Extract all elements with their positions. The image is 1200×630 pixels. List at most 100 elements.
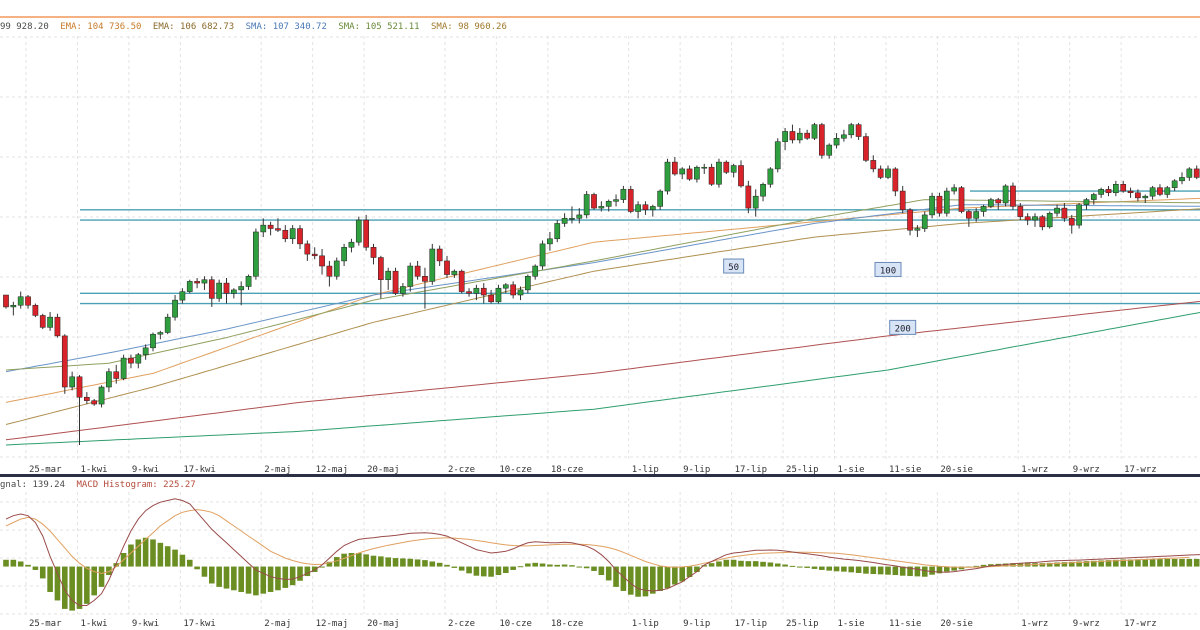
- histogram-bar: [480, 566, 487, 577]
- candle-body: [591, 194, 597, 209]
- candle-body: [716, 161, 722, 185]
- price-pane[interactable]: 25-mar 1-kwi 9-kwi 17-kwi 2-maj 12-maj 20-maj 2…: [0, 36, 1200, 474]
- x-tick-label: 1-sie: [838, 619, 865, 629]
- histogram-bar: [142, 537, 149, 567]
- candle-body: [304, 243, 311, 255]
- histogram-bar: [503, 566, 509, 573]
- x-tick-label: 25-lip: [786, 465, 819, 474]
- candle-body: [686, 168, 693, 180]
- histogram-bar: [76, 566, 83, 609]
- candle-body: [157, 332, 164, 335]
- histogram-bar: [400, 558, 406, 567]
- price-legend: 99 928.20 EMA: 104 736.50 EMA: 106 682.7…: [0, 22, 513, 36]
- candle-body: [267, 224, 274, 229]
- moving-average-line: [5, 208, 1200, 425]
- histogram-bar: [341, 553, 347, 567]
- candle-body: [708, 166, 715, 185]
- histogram-bar: [253, 566, 259, 596]
- macd-legend: gnal: 139.24 MACD Histogram: 225.27: [0, 480, 202, 494]
- x-tick-label: 1-kwi: [80, 619, 107, 629]
- candle-body: [194, 281, 200, 284]
- histogram-bar: [245, 566, 252, 594]
- histogram-bar: [944, 566, 950, 572]
- x-tick-label: 18-cze: [551, 465, 584, 474]
- pane-divider[interactable]: [0, 474, 1200, 477]
- candle-body: [186, 281, 193, 292]
- x-tick-label: 25-mar: [29, 619, 62, 629]
- histogram-bar: [1091, 560, 1097, 567]
- histogram-bar: [164, 546, 171, 567]
- candle-body: [150, 333, 156, 349]
- moving-average-line: [5, 300, 1200, 441]
- candle-body: [789, 131, 796, 141]
- candle-body: [598, 206, 605, 209]
- candle-body: [863, 136, 869, 161]
- candle-body: [1061, 207, 1068, 219]
- candle-body: [32, 304, 39, 316]
- ma-tag-label: 200: [895, 324, 911, 334]
- candle-body: [319, 255, 325, 267]
- x-tick-label: 20-maj: [367, 465, 400, 474]
- histogram-bar: [899, 566, 906, 576]
- histogram-bar: [473, 566, 480, 576]
- histogram-bar: [69, 566, 75, 611]
- candle-body: [833, 137, 840, 146]
- histogram-bar: [936, 566, 943, 574]
- histogram-bar: [10, 559, 17, 567]
- macd-pane[interactable]: 25-mar 1-kwi 9-kwi 17-kwi 2-maj 12-maj 20-maj 2…: [0, 492, 1200, 630]
- ma-tag-box: [723, 258, 745, 274]
- histogram-bar: [664, 566, 671, 589]
- histogram-bar: [1046, 562, 1053, 567]
- candle-body: [39, 315, 46, 328]
- histogram-bar: [414, 559, 421, 567]
- candle-body: [752, 195, 759, 209]
- candle-body: [480, 287, 487, 296]
- candle-body: [620, 189, 627, 200]
- histogram-bar: [429, 561, 436, 567]
- candle-body: [414, 265, 421, 277]
- legend-item: MACD Histogram: 225.27: [76, 480, 196, 490]
- histogram-bar: [870, 566, 877, 575]
- candle-body: [98, 386, 105, 405]
- candle-body: [363, 219, 369, 248]
- moving-average-line: [5, 204, 1200, 373]
- x-tick-label: 9-kwi: [132, 619, 159, 629]
- histogram-bar: [547, 564, 553, 567]
- legend-item: gnal: 139.24: [0, 480, 66, 490]
- histogram-bar: [135, 539, 142, 567]
- histogram-bar: [106, 566, 112, 576]
- histogram-bar: [517, 566, 524, 568]
- candle-body: [554, 223, 561, 240]
- candle-body: [627, 189, 634, 212]
- candle-body: [547, 238, 553, 245]
- histogram-bar: [679, 566, 685, 582]
- candle-body: [774, 141, 781, 170]
- candle-body: [289, 228, 296, 240]
- candle-body: [275, 228, 281, 231]
- candle-body: [539, 243, 546, 267]
- histogram-bar: [231, 566, 237, 591]
- histogram-bar: [488, 566, 494, 577]
- legend-item: 99 928.20: [0, 22, 49, 32]
- histogram-bar: [326, 561, 333, 567]
- candle-body: [216, 282, 223, 299]
- candle-body: [91, 400, 98, 405]
- candle-body: [370, 247, 377, 258]
- candle-body: [664, 161, 671, 192]
- candle-body: [1164, 187, 1171, 195]
- candle-body: [583, 194, 590, 216]
- histogram-bar: [1054, 562, 1060, 567]
- histogram-bar: [304, 566, 311, 577]
- histogram-bar: [47, 566, 53, 592]
- legend-item: EMA: 106 682.73: [152, 22, 235, 32]
- candle-body: [1017, 206, 1024, 217]
- candle-body: [1024, 216, 1031, 221]
- histogram-bar: [282, 566, 289, 588]
- ma-tag-box: [874, 261, 902, 277]
- candle-body: [106, 371, 112, 388]
- candle-body: [811, 124, 818, 139]
- candle-body: [326, 265, 333, 277]
- histogram-bar: [1113, 559, 1119, 567]
- candle-body: [466, 291, 472, 294]
- candle-body: [84, 396, 90, 401]
